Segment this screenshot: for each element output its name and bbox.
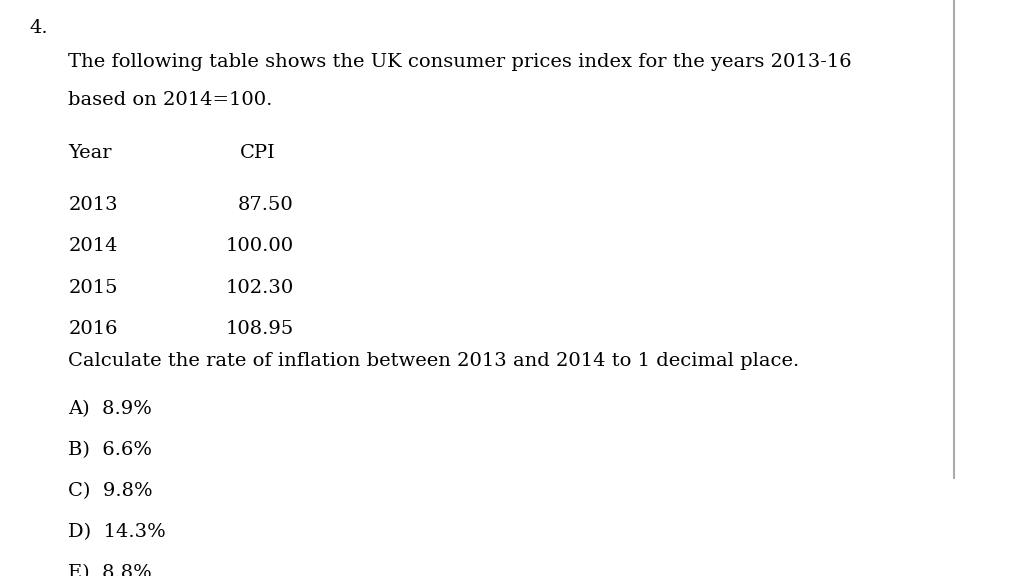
Text: E)  8.8%: E) 8.8% (69, 564, 153, 576)
Text: 108.95: 108.95 (225, 320, 294, 338)
Text: 2014: 2014 (69, 237, 118, 255)
Text: 100.00: 100.00 (225, 237, 294, 255)
Text: B)  6.6%: B) 6.6% (69, 441, 153, 459)
Text: 2016: 2016 (69, 320, 118, 338)
Text: 102.30: 102.30 (225, 279, 294, 297)
Text: A)  8.9%: A) 8.9% (69, 400, 153, 418)
Text: C)  9.8%: C) 9.8% (69, 482, 154, 500)
Text: CPI: CPI (240, 143, 275, 162)
Text: 87.50: 87.50 (238, 196, 294, 214)
Text: 4.: 4. (30, 19, 48, 37)
Text: 2015: 2015 (69, 279, 118, 297)
Text: Calculate the rate of inflation between 2013 and 2014 to 1 decimal place.: Calculate the rate of inflation between … (69, 352, 800, 370)
Text: Year: Year (69, 143, 112, 162)
Text: based on 2014=100.: based on 2014=100. (69, 91, 272, 109)
Text: 2013: 2013 (69, 196, 118, 214)
Text: The following table shows the UK consumer prices index for the years 2013-16: The following table shows the UK consume… (69, 52, 852, 71)
Text: D)  14.3%: D) 14.3% (69, 523, 166, 541)
